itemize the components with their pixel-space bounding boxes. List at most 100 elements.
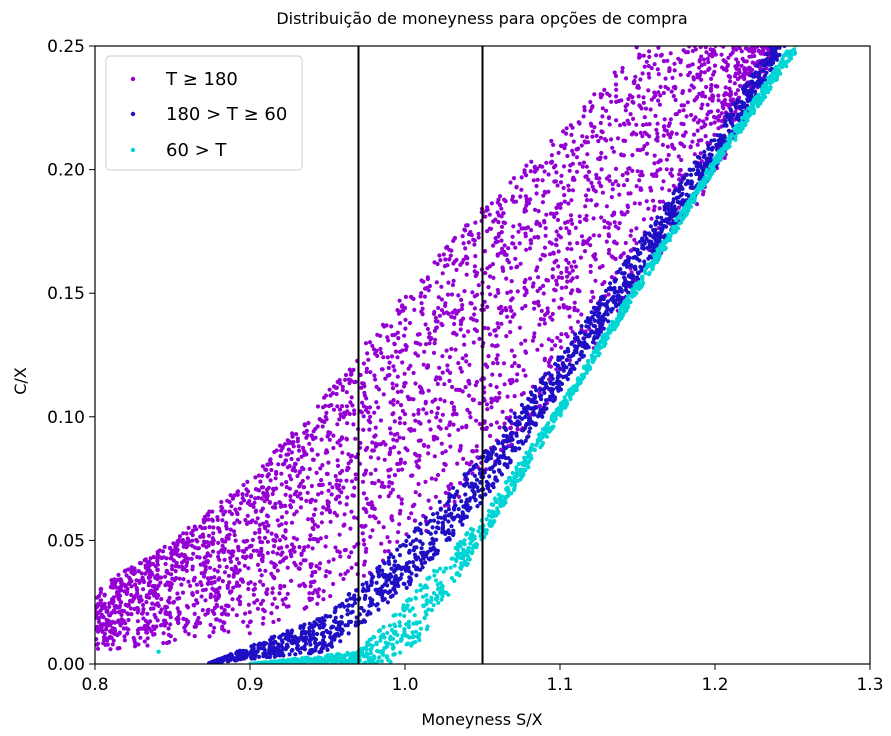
scatter-point [255, 562, 261, 568]
scatter-point [397, 416, 403, 421]
scatter-point [476, 235, 481, 240]
scatter-point [326, 460, 331, 465]
scatter-point [711, 114, 717, 120]
scatter-point [646, 63, 651, 69]
scatter-point [368, 596, 373, 601]
scatter-point [552, 179, 557, 184]
scatter-point [438, 507, 443, 512]
scatter-point [721, 36, 725, 40]
scatter-point [291, 499, 296, 504]
scatter-point [433, 477, 438, 482]
scatter-point [629, 228, 634, 233]
scatter-point [280, 445, 285, 451]
scatter-point [604, 310, 609, 315]
scatter-point [387, 426, 393, 431]
scatter-point [108, 634, 113, 639]
scatter-point [614, 94, 619, 99]
scatter-point [382, 324, 387, 329]
scatter-point [664, 167, 669, 172]
scatter-point [282, 442, 288, 447]
scatter-point [318, 466, 323, 471]
scatter-point [614, 304, 619, 309]
scatter-point [575, 287, 580, 292]
scatter-point [391, 364, 396, 369]
scatter-point [419, 531, 424, 536]
scatter-point [402, 371, 407, 376]
scatter-point [409, 571, 414, 576]
scatter-point [644, 199, 649, 204]
scatter-point [379, 541, 384, 546]
scatter-point [158, 610, 163, 615]
scatter-point [180, 537, 185, 543]
scatter-point [765, 51, 770, 57]
scatter-point [204, 544, 209, 550]
scatter-point [391, 402, 396, 407]
scatter-point [598, 329, 604, 334]
scatter-point [459, 306, 465, 311]
scatter-point [550, 387, 556, 392]
scatter-point [361, 491, 366, 496]
scatter-point [633, 74, 638, 79]
scatter-point [215, 596, 220, 601]
scatter-point [614, 118, 619, 123]
scatter-point [328, 519, 333, 524]
scatter-point [774, 21, 778, 25]
scatter-point [397, 298, 402, 303]
scatter-point [709, 109, 714, 114]
scatter-point [407, 560, 412, 565]
scatter-point [240, 496, 245, 501]
scatter-point [516, 229, 521, 234]
scatter-point [745, 21, 749, 25]
scatter-point [181, 553, 186, 559]
scatter-point [191, 577, 196, 582]
scatter-point [248, 543, 253, 549]
scatter-point [657, 199, 663, 204]
scatter-point [372, 481, 377, 486]
scatter-point [512, 354, 517, 359]
scatter-point [208, 595, 213, 600]
scatter-point [263, 568, 268, 573]
scatter-point [421, 556, 426, 561]
scatter-point [338, 639, 343, 644]
scatter-point [442, 382, 447, 387]
scatter-point [687, 30, 691, 34]
scatter-point [141, 607, 146, 612]
scatter-point [651, 228, 656, 233]
scatter-point [292, 492, 297, 497]
scatter-point [132, 640, 138, 645]
scatter-point [313, 621, 318, 626]
scatter-point [523, 438, 528, 443]
scatter-point [514, 378, 519, 383]
scatter-point [601, 296, 606, 301]
scatter-point [712, 24, 716, 28]
scatter-point [723, 119, 728, 124]
scatter-point [666, 152, 671, 158]
scatter-point [241, 482, 246, 488]
scatter-point [682, 144, 687, 149]
scatter-point [566, 201, 571, 206]
scatter-point [618, 267, 623, 272]
scatter-point [361, 573, 366, 578]
scatter-point [129, 570, 134, 575]
scatter-point [364, 496, 369, 501]
scatter-point [499, 230, 504, 235]
scatter-point [241, 619, 246, 624]
scatter-point [556, 370, 561, 375]
scatter-point [708, 156, 713, 161]
scatter-point [284, 555, 289, 560]
scatter-point [129, 578, 134, 584]
scatter-point [335, 422, 340, 427]
scatter-point [759, 22, 763, 26]
scatter-point [329, 492, 334, 497]
scatter-point [774, 35, 778, 39]
scatter-point [416, 411, 421, 416]
scatter-point [554, 282, 560, 287]
scatter-point [461, 241, 466, 246]
scatter-point [701, 119, 706, 124]
scatter-point [751, 32, 755, 36]
scatter-point [247, 499, 252, 504]
scatter-point [325, 471, 330, 477]
scatter-point [603, 288, 609, 293]
scatter-point [418, 294, 423, 299]
scatter-point [192, 611, 197, 617]
